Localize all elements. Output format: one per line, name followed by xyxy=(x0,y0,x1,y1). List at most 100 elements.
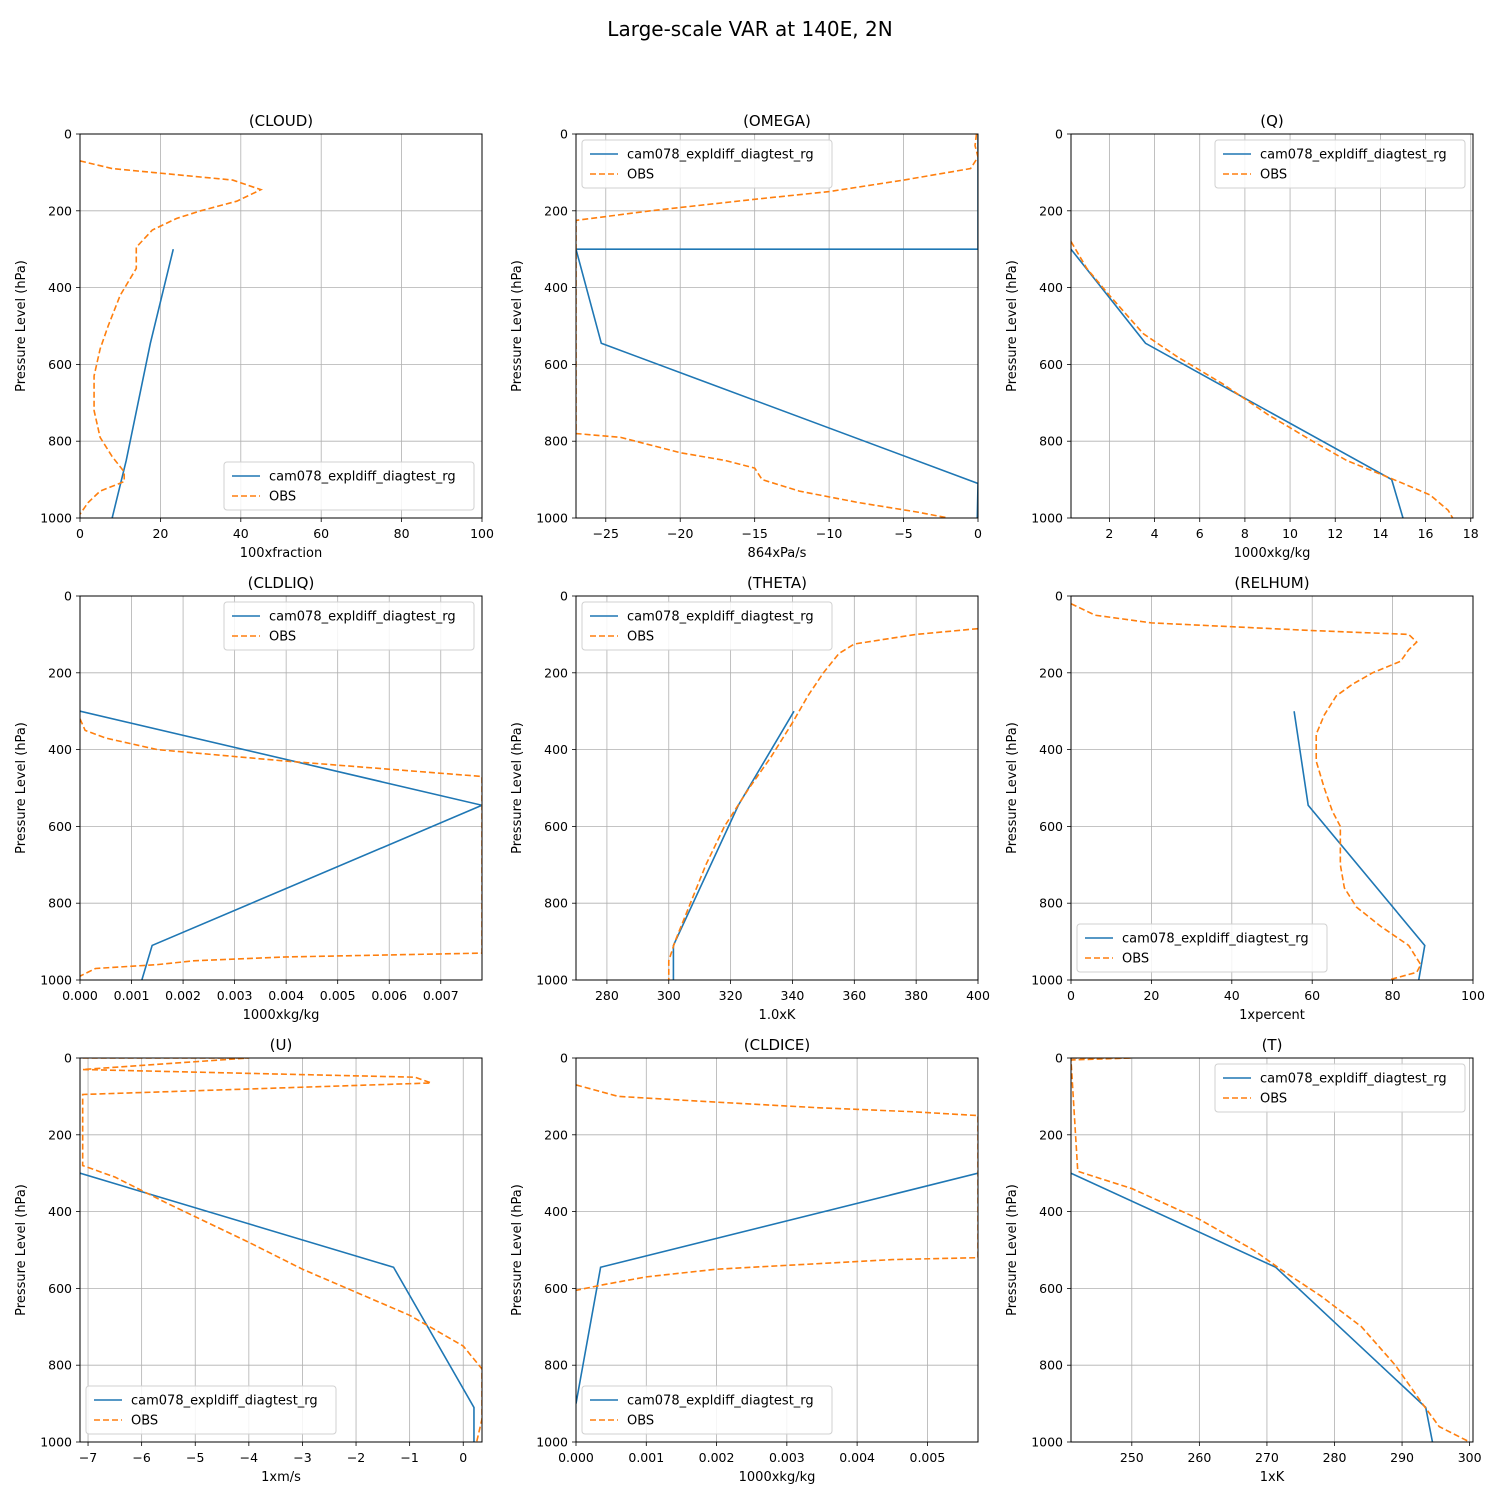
legend-label: cam078_expldiff_diagtest_rg xyxy=(131,1394,318,1409)
figure-title: Large-scale VAR at 140E, 2N xyxy=(607,17,892,41)
y-tick-label: 1000 xyxy=(536,973,568,988)
x-tick-label: 2 xyxy=(1105,526,1113,541)
model-series-line xyxy=(1071,1172,1434,1442)
y-tick-label: 0 xyxy=(1055,589,1063,604)
y-tick-label: 1000 xyxy=(40,511,72,526)
x-tick-label: 60 xyxy=(313,526,329,541)
axes-frame xyxy=(575,1057,979,1443)
y-axis-label: Pressure Level (hPa) xyxy=(510,722,525,854)
x-tick-label: 270 xyxy=(1255,1450,1279,1465)
y-tick-label: 200 xyxy=(1039,203,1063,218)
y-tick-label: 800 xyxy=(48,1358,72,1373)
x-axis-label: 1000xkg/kg xyxy=(739,1470,816,1485)
legend: cam078_expldiff_diagtest_rg OBS xyxy=(223,461,475,511)
legend-label: OBS xyxy=(1260,1092,1287,1107)
y-tick-label: 400 xyxy=(544,1204,568,1219)
subplot-title: (CLDICE) xyxy=(744,1036,810,1054)
subplot-t: 250 260 270 280 290 300 0 200 400 600 800 1000 (T) 1x… xyxy=(1005,1036,1482,1485)
legend-box xyxy=(1076,923,1328,973)
y-tick-label: 800 xyxy=(1039,434,1063,449)
y-tick-label: 0 xyxy=(1055,1051,1063,1066)
y-tick-label: 200 xyxy=(1039,665,1063,680)
legend-box xyxy=(223,461,475,511)
y-tick-label: 600 xyxy=(1039,357,1063,372)
subplot-cldliq: 0.000 0.001 0.002 0.003 0.004 0.005 0.006 0.007… xyxy=(14,574,483,1023)
y-tick-label: 1000 xyxy=(1031,1435,1063,1450)
x-tick-label: 0.001 xyxy=(114,988,150,1003)
legend-box xyxy=(1214,1063,1466,1113)
x-axis-label: 1000xkg/kg xyxy=(243,1008,320,1023)
axes-frame xyxy=(1070,1057,1474,1443)
x-tick-label: 300 xyxy=(1458,1450,1482,1465)
x-tick-label: 280 xyxy=(595,988,619,1003)
obs-series-line xyxy=(1071,1058,1470,1442)
model-series-line xyxy=(1293,711,1426,980)
legend-box xyxy=(581,601,833,651)
x-tick-label: 0.004 xyxy=(839,1450,875,1465)
y-tick-label: 1000 xyxy=(40,1435,72,1450)
x-tick-label: −5 xyxy=(894,526,912,541)
axes-frame xyxy=(1070,595,1474,981)
subplot-title: (Q) xyxy=(1260,112,1284,130)
legend-label: OBS xyxy=(131,1414,158,1429)
legend: cam078_expldiff_diagtest_rg OBS xyxy=(1076,923,1328,973)
x-tick-label: 300 xyxy=(657,988,681,1003)
y-tick-label: 200 xyxy=(544,1127,568,1142)
x-axis-label: 1xm/s xyxy=(261,1470,301,1485)
legend-label: OBS xyxy=(627,168,654,183)
x-tick-label: 10 xyxy=(1282,526,1298,541)
legend: cam078_expldiff_diagtest_rg OBS xyxy=(1214,1063,1466,1113)
y-axis-label: Pressure Level (hPa) xyxy=(14,722,29,854)
axes-frame xyxy=(79,133,483,519)
legend-label: cam078_expldiff_diagtest_rg xyxy=(627,1394,814,1409)
obs-series-line xyxy=(576,134,978,518)
obs-series-line xyxy=(576,1084,978,1292)
legend: cam078_expldiff_diagtest_rg OBS xyxy=(581,139,833,189)
x-tick-label: 290 xyxy=(1390,1450,1414,1465)
x-tick-label: 40 xyxy=(233,526,249,541)
y-axis-label: Pressure Level (hPa) xyxy=(14,1184,29,1316)
x-tick-label: 0 xyxy=(974,526,982,541)
x-tick-label: 0.000 xyxy=(62,988,98,1003)
x-tick-label: 100 xyxy=(470,526,494,541)
x-tick-label: −4 xyxy=(240,1450,258,1465)
x-tick-label: 0.005 xyxy=(320,988,356,1003)
x-tick-label: −20 xyxy=(667,526,693,541)
x-axis-label: 1.0xK xyxy=(759,1008,796,1023)
x-tick-label: 260 xyxy=(1187,1450,1211,1465)
x-tick-label: 18 xyxy=(1463,526,1479,541)
x-tick-label: 40 xyxy=(1224,988,1240,1003)
y-tick-label: 0 xyxy=(64,127,72,142)
legend: cam078_expldiff_diagtest_rg OBS xyxy=(85,1385,337,1435)
y-tick-label: 200 xyxy=(48,1127,72,1142)
y-tick-label: 400 xyxy=(48,280,72,295)
legend-box xyxy=(581,139,833,189)
x-tick-label: 0.001 xyxy=(628,1450,664,1465)
legend-label: OBS xyxy=(269,630,296,645)
x-tick-label: −7 xyxy=(79,1450,97,1465)
x-tick-label: 340 xyxy=(781,988,805,1003)
x-tick-label: 8 xyxy=(1241,526,1249,541)
x-tick-label: 400 xyxy=(966,988,990,1003)
x-tick-label: 0.005 xyxy=(910,1450,946,1465)
obs-series-line xyxy=(81,1058,482,1442)
x-tick-label: −3 xyxy=(293,1450,311,1465)
y-axis-label: Pressure Level (hPa) xyxy=(1005,260,1020,392)
y-tick-label: 0 xyxy=(1055,127,1063,142)
y-tick-label: 800 xyxy=(1039,896,1063,911)
axes-frame xyxy=(575,133,979,519)
x-axis-label: 100xfraction xyxy=(240,546,322,561)
legend-label: cam078_expldiff_diagtest_rg xyxy=(1260,1072,1447,1087)
subplot-title: (THETA) xyxy=(747,574,807,592)
x-tick-label: −6 xyxy=(132,1450,150,1465)
y-tick-label: 1000 xyxy=(1031,973,1063,988)
y-tick-label: 600 xyxy=(1039,819,1063,834)
y-tick-label: 600 xyxy=(48,819,72,834)
y-tick-label: 400 xyxy=(544,742,568,757)
y-tick-label: 600 xyxy=(1039,1281,1063,1296)
legend: cam078_expldiff_diagtest_rg OBS xyxy=(1214,139,1466,189)
y-tick-label: 600 xyxy=(544,357,568,372)
axes-frame xyxy=(1070,133,1474,519)
y-axis-label: Pressure Level (hPa) xyxy=(1005,1184,1020,1316)
